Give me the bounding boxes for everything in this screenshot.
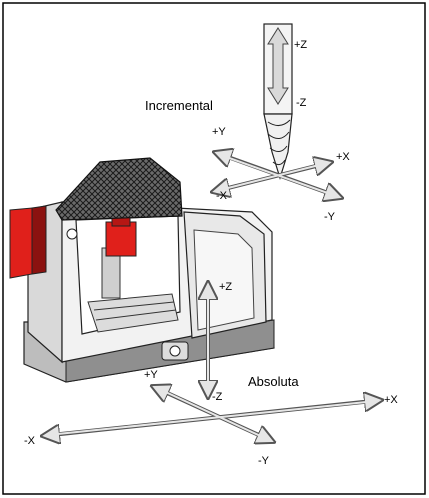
- incremental-z-arrow: [267, 27, 289, 105]
- incremental-plus-y: +Y: [212, 126, 226, 138]
- incremental-minus-x: -X: [216, 190, 228, 202]
- incremental-minus-z: -Z: [296, 97, 307, 109]
- incremental-label: Incremental: [145, 98, 213, 113]
- incremental-plus-z: +Z: [294, 39, 307, 51]
- absolute-minus-x: -X: [24, 435, 36, 447]
- absolute-minus-z: -Z: [212, 391, 223, 403]
- milling-machine: [9, 157, 275, 383]
- absoluta-label: Absoluta: [248, 374, 299, 389]
- incremental-minus-y: -Y: [324, 211, 336, 223]
- absolute-group: +Z -Z Absoluta +Y -Y +X -X: [24, 281, 398, 467]
- absolute-plus-x: +X: [384, 394, 398, 406]
- incremental-group: Incremental +Z -Z +Y -Y +X -X: [145, 23, 350, 223]
- incremental-plus-x: +X: [336, 151, 350, 163]
- absolute-minus-y: -Y: [258, 455, 270, 467]
- absolute-plus-y: +Y: [144, 369, 158, 381]
- absolute-plus-z: +Z: [219, 281, 232, 293]
